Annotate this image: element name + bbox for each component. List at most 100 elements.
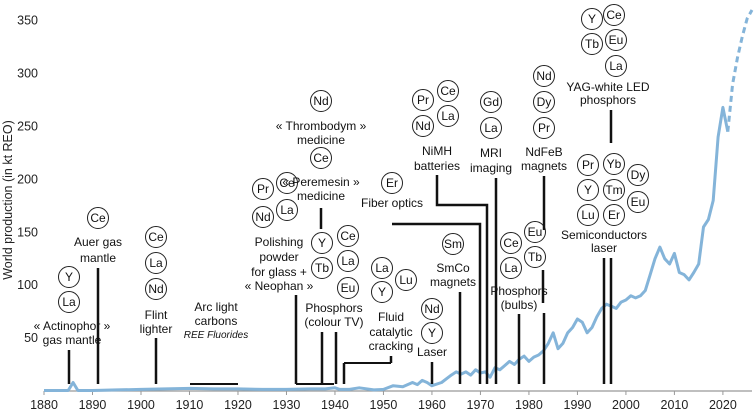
annotation-label: Flint [145,308,168,322]
annotation-label: lighter [140,322,173,336]
annotation-label: « Peremesin » [282,175,360,189]
x-tick-label: 1930 [273,398,301,412]
element-badge [480,91,502,113]
element-symbol: Lu [399,273,412,287]
y-tick-label: 300 [17,67,38,81]
annotation-label: batteries [414,159,460,173]
element-badge [603,204,625,226]
y-tick-label: 100 [17,278,38,292]
element-symbol: La [280,203,294,217]
element-badge [605,55,627,77]
element-badge [442,233,464,255]
element-symbol: Nd [415,119,430,133]
element-badge [337,250,359,272]
element-symbol: Ce [313,151,329,165]
annotation-group: Nd Y Laser [417,298,447,384]
element-symbol: Sm [444,237,462,251]
element-symbol: La [609,59,623,73]
annotation-label: Fiber optics [361,196,423,210]
element-symbol: Tm [605,183,622,197]
element-badge [381,172,403,194]
element-badge [437,80,459,102]
x-tick-label: 1950 [370,398,398,412]
element-symbol: Ce [340,229,356,243]
annotation-label: MRI [480,146,502,160]
annotation-elbow [392,222,482,384]
x-tick-label: 2010 [661,398,689,412]
element-symbol: Eu [609,33,624,47]
element-symbol: Y [584,183,592,197]
x-tick-label: 1910 [176,398,204,412]
element-badge [581,8,603,30]
element-badge [252,206,274,228]
element-badge [603,153,625,175]
element-badge [145,252,167,274]
element-symbol: Ce [606,8,622,22]
annotation-label: NdFeB [525,145,562,159]
annotation-group: Y Ce Tb La Eu Phosphors(colour TV) [304,225,364,384]
element-symbol: Ce [148,230,164,244]
element-symbol: Dy [537,95,552,109]
element-symbol: Dy [631,168,646,182]
projection-line [726,9,754,132]
annotation-label: « Neophan » [245,279,314,293]
element-symbol: Nd [536,69,551,83]
y-axis-label: World production (in kt REO) [1,120,15,280]
annotation-label: cracking [369,339,414,353]
element-symbol: Pr [538,121,550,135]
annotations: Y La « Actinophor »gas mantle Ce Auer gas man… [34,4,650,385]
annotation-label: Laser [417,345,447,359]
y-tick-label: 50 [24,331,38,345]
element-symbol: Nd [148,282,163,296]
x-tick-label: 1980 [515,398,543,412]
element-symbol: Nd [255,210,270,224]
element-symbol: La [62,295,76,309]
element-badge [310,90,332,112]
annotation-label: Auer gas [74,235,122,249]
x-tick-label: 1880 [30,398,58,412]
y-tick-label: 350 [17,14,38,28]
annotation-label: (bulbs) [501,298,538,312]
annotation-label: « Actinophor » [34,319,111,333]
y-tick-label: 250 [17,119,38,133]
element-badge [437,105,459,127]
x-tick-label: 1990 [564,398,592,412]
element-badge [87,207,109,229]
annotation-label: catalytic [369,325,412,339]
element-symbol: Tb [315,261,329,275]
element-badge [480,117,502,139]
element-symbol: Er [608,208,620,222]
element-badge [310,147,332,169]
element-symbol: Y [378,285,386,299]
element-symbol: Eu [341,281,356,295]
annotation-label: SmCo [436,261,470,275]
annotation-group: Y La « Actinophor »gas mantle [34,266,111,384]
element-badge [533,91,555,113]
annotation-label: Arc light [194,300,238,314]
x-tick-label: 1890 [79,398,107,412]
element-symbol: Y [588,12,596,26]
x-tick-label: 2000 [612,398,640,412]
element-badge [395,269,417,291]
element-symbol: Pr [582,158,594,172]
x-tick-label: 1900 [127,398,155,412]
element-badge [524,246,546,268]
element-symbol: Ce [279,176,295,190]
element-symbol: Eu [631,195,646,209]
annotation-label: « Thrombodym » [276,119,367,133]
element-symbol: Nd [424,302,439,316]
element-symbol: Lu [581,208,594,222]
annotation-group: Ce« Peremesin »medicine [282,147,360,229]
element-badge [533,65,555,87]
element-symbol: Gd [483,95,499,109]
x-tick-label: 2020 [709,398,737,412]
annotation-label: Polishing [255,235,304,249]
element-symbol: La [341,254,355,268]
